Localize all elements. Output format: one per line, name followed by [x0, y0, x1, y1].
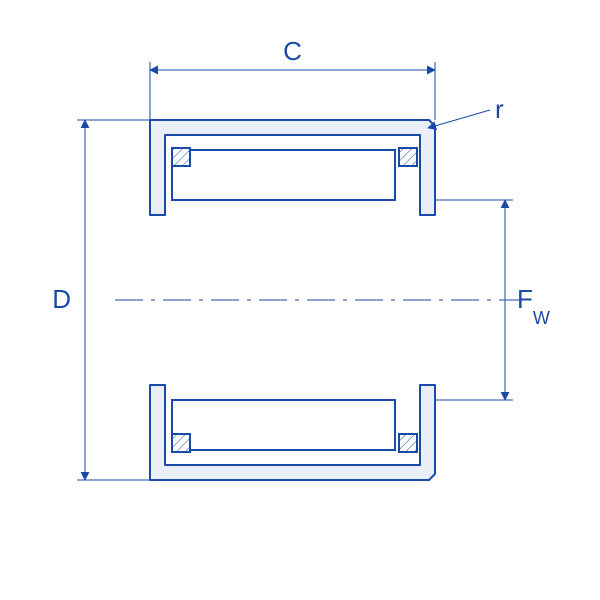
dim-label-c: C	[283, 36, 302, 66]
dim-label-fw: FW	[517, 284, 550, 328]
dim-label-r: r	[495, 94, 504, 124]
dim-label-d: D	[52, 284, 71, 314]
